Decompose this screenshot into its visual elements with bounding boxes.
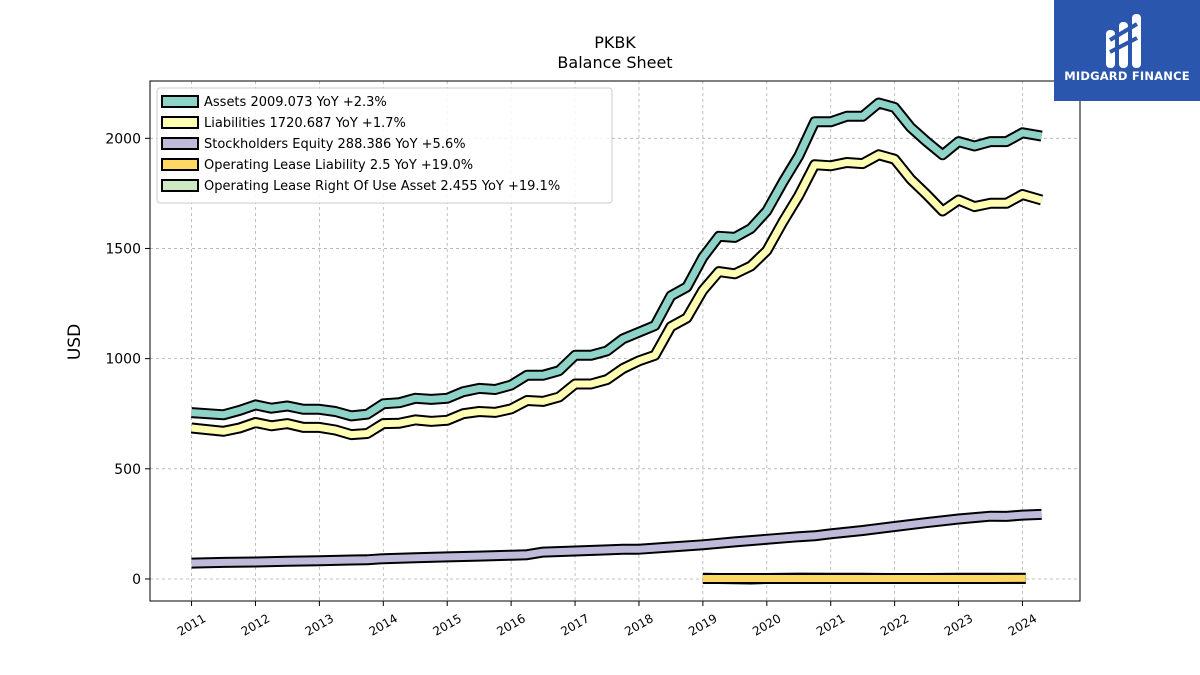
legend-label: Operating Lease Liability 2.5 YoY +19.0% (204, 158, 473, 173)
legend-item: Operating Lease Right Of Use Asset 2.455… (161, 179, 560, 194)
y-tick-label: 1500 (105, 241, 141, 257)
midgard-finance-logo: MIDGARD FINANCE (1054, 0, 1200, 101)
legend-swatch (161, 158, 199, 171)
x-axis: 2011 2012 2013 2014 2015 2016 2017 2018 2019 2020… (175, 601, 1039, 639)
x-tick-label: 2024 (1006, 611, 1039, 638)
legend-swatch (161, 137, 199, 150)
series-stockholders-equity (191, 508, 1042, 569)
x-tick-label: 2019 (686, 611, 719, 638)
series-liabilities (190, 149, 1044, 441)
x-tick-label: 2015 (430, 611, 463, 638)
y-tick-label: 0 (132, 572, 141, 588)
x-tick-label: 2017 (558, 611, 591, 638)
logo-text: MIDGARD FINANCE (1064, 69, 1190, 83)
chart-title: PKBK (594, 33, 636, 52)
logo-mark-icon (1106, 14, 1141, 68)
series-line (191, 99, 1043, 420)
x-tick-label: 2021 (814, 611, 847, 638)
x-tick-label: 2018 (622, 611, 655, 638)
legend-item: Assets 2009.073 YoY +2.3% (161, 95, 387, 110)
x-tick-label: 2013 (303, 611, 336, 638)
series-line (191, 151, 1043, 439)
legend-label: Assets 2009.073 YoY +2.3% (204, 95, 387, 110)
x-tick-label: 2011 (175, 611, 208, 638)
series-line (191, 510, 1042, 567)
legend-item: Liabilities 1720.687 YoY +1.7% (161, 116, 406, 131)
x-tick-label: 2014 (367, 611, 400, 638)
legend-label: Stockholders Equity 288.386 YoY +5.6% (204, 137, 466, 152)
legend-item: Stockholders Equity 288.386 YoY +5.6% (161, 137, 466, 152)
y-tick-label: 2000 (105, 131, 141, 147)
y-axis-label: USD (65, 324, 85, 360)
legend-box (156, 87, 613, 204)
legend-label: Liabilities 1720.687 YoY +1.7% (204, 116, 406, 131)
plot-frame (149, 80, 1081, 602)
legend-swatch (161, 179, 199, 192)
legend-swatch (161, 95, 199, 108)
y-tick-label: 500 (114, 462, 141, 478)
x-tick-label: 2012 (239, 611, 272, 638)
x-tick-label: 2020 (750, 611, 783, 638)
legend-item: Operating Lease Liability 2.5 YoY +19.0% (161, 158, 473, 173)
x-tick-label: 2022 (878, 611, 911, 638)
legend: Assets 2009.073 YoY +2.3% Liabilities 172… (156, 87, 613, 204)
legend-swatch (161, 116, 199, 129)
x-tick-label: 2023 (942, 611, 975, 638)
chart-subtitle: Balance Sheet (557, 53, 672, 72)
series-assets (191, 97, 1043, 422)
x-tick-label: 2016 (494, 611, 527, 638)
y-tick-label: 1000 (105, 352, 141, 368)
series-layer (190, 97, 1044, 585)
legend-label: Operating Lease Right Of Use Asset 2.455… (204, 179, 560, 194)
y-axis: 0 500 1000 1500 2000 (105, 131, 150, 588)
